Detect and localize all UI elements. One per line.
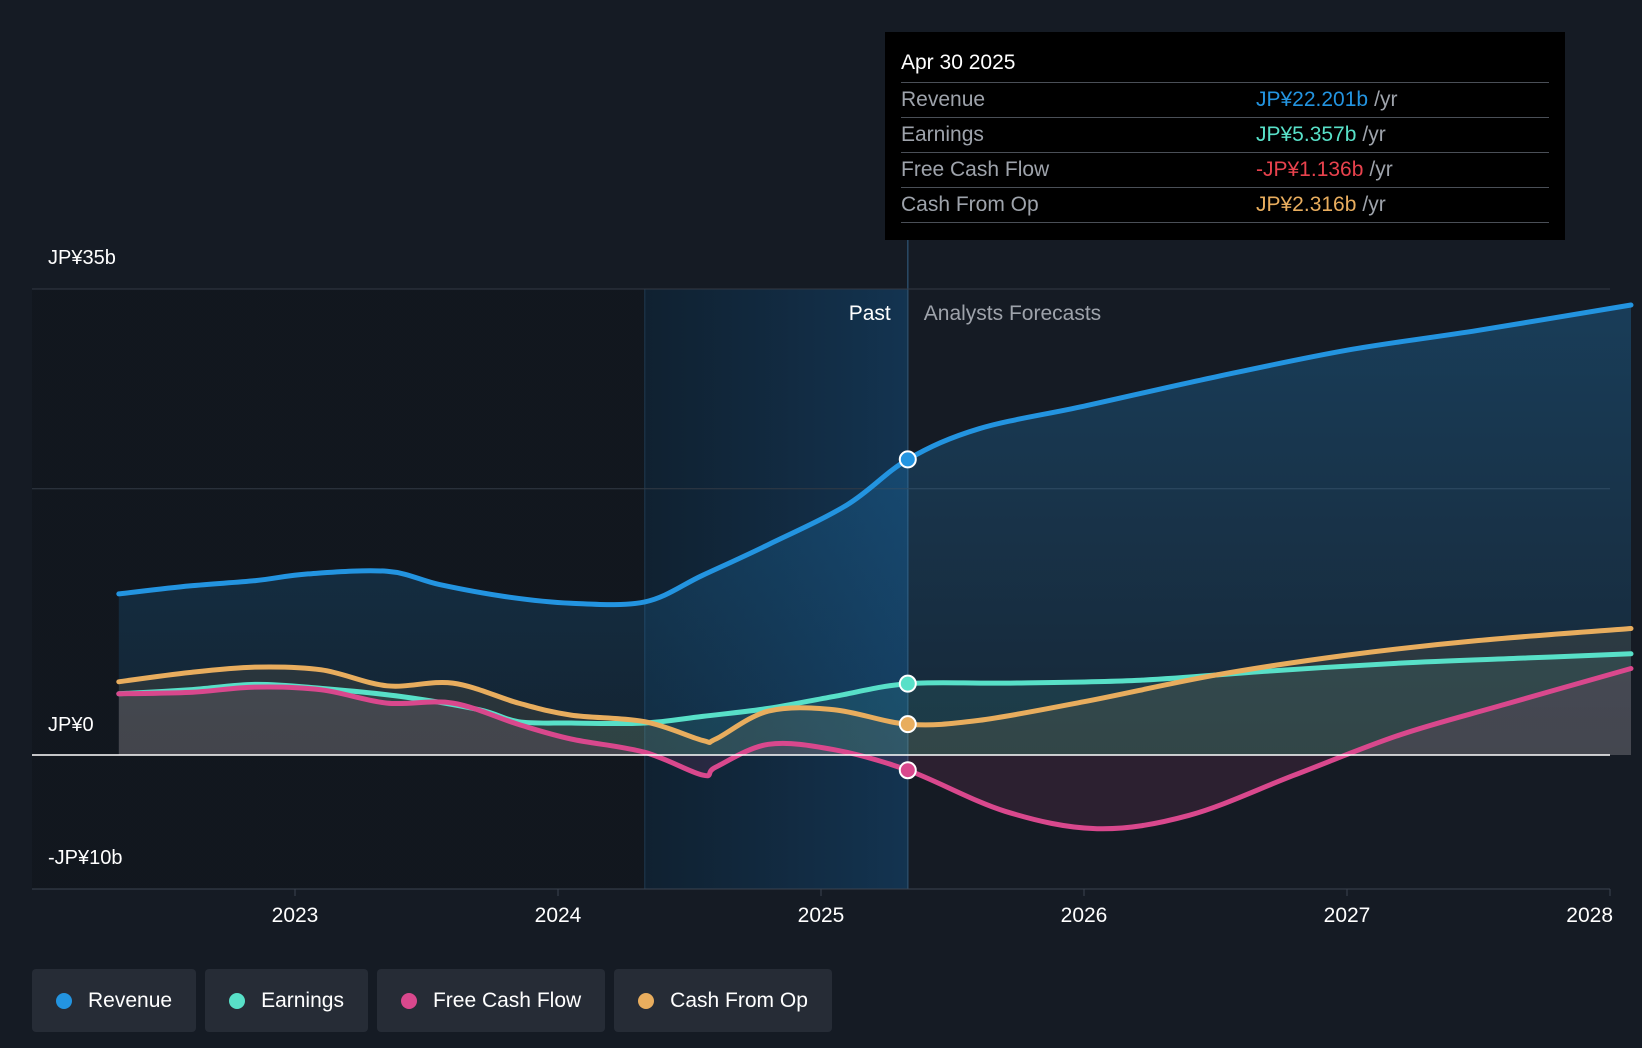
legend-label: Free Cash Flow	[432, 988, 582, 1012]
tooltip-row-unit: /yr	[1362, 193, 1386, 216]
tooltip-row-value: JP¥2.316b	[1256, 193, 1357, 216]
legend-label: Cash From Op	[670, 988, 808, 1012]
legend-dot-icon	[56, 992, 72, 1009]
tooltip-row-value: -JP¥1.136b	[1256, 158, 1364, 181]
tooltip-row-earnings: Earnings JP¥5.357b /yr	[901, 118, 1549, 153]
series-areas	[118, 305, 1631, 829]
tooltip-row-name: Free Cash Flow	[901, 158, 1050, 181]
tooltip-date: Apr 30 2025	[901, 46, 1549, 83]
legend-dot-icon	[400, 992, 417, 1009]
legend-item-free-cash-flow[interactable]: Free Cash Flow	[376, 969, 606, 1032]
series-markers	[898, 450, 917, 780]
line-free-cash-flow	[116, 666, 1634, 832]
x-tick-label: 2026	[1061, 904, 1108, 927]
x-tick-label: 2027	[1324, 904, 1371, 927]
legend-dot-icon	[229, 992, 246, 1009]
x-tick-label: 2028	[1566, 904, 1613, 927]
tooltip-row-unit: /yr	[1369, 158, 1393, 181]
area-earnings	[118, 653, 1631, 755]
tooltip-row-name: Earnings	[901, 123, 984, 146]
tooltip-row-unit: /yr	[1374, 88, 1398, 111]
tooltip-row-value: JP¥5.357b	[1256, 123, 1357, 146]
line-revenue	[116, 302, 1634, 608]
y-tick-label: JP¥35b	[48, 247, 116, 269]
legend-label: Earnings	[261, 988, 344, 1012]
area-cash-from-op	[118, 628, 1631, 755]
series-lines	[116, 302, 1634, 832]
legend-item-cash-from-op[interactable]: Cash From Op	[614, 969, 832, 1032]
tooltip-row-revenue: Revenue JP¥22.201b /yr	[901, 83, 1549, 118]
legend: Revenue Earnings Free Cash Flow Cash Fro…	[32, 969, 832, 1032]
y-tick-label: JP¥0	[48, 714, 94, 736]
x-tick-label: 2024	[535, 904, 582, 927]
tooltip-row-free-cash-flow: Free Cash Flow -JP¥1.136b /yr	[901, 153, 1549, 188]
line-cash-from-op	[116, 626, 1634, 746]
area-revenue	[118, 305, 1631, 755]
tooltip-row-unit: /yr	[1362, 123, 1386, 146]
legend-item-revenue[interactable]: Revenue	[32, 969, 197, 1032]
tooltip: Apr 30 2025 Revenue JP¥22.201b /yr Earni…	[885, 32, 1565, 240]
marker-cash-from-op	[898, 715, 917, 734]
tooltip-row-name: Revenue	[901, 88, 986, 111]
marker-free-cash-flow	[898, 761, 917, 780]
legend-dot-icon	[638, 992, 655, 1009]
axis-labels: JP¥35b JP¥0 -JP¥10b 2023 2024 2025 2026 2027 202…	[48, 247, 1613, 927]
tooltip-row-value: JP¥22.201b	[1256, 88, 1369, 111]
tooltip-row-name: Cash From Op	[901, 193, 1039, 216]
legend-label: Revenue	[88, 988, 173, 1012]
forecast-label: Analysts Forecasts	[924, 302, 1101, 325]
x-tick-label: 2023	[272, 904, 319, 927]
y-tick-label: -JP¥10b	[48, 847, 123, 869]
past-label: Past	[849, 302, 891, 325]
legend-item-earnings[interactable]: Earnings	[205, 969, 368, 1032]
x-tick-label: 2025	[798, 904, 845, 927]
marker-revenue	[898, 450, 917, 469]
tooltip-row-cash-from-op: Cash From Op JP¥2.316b /yr	[901, 188, 1549, 223]
marker-earnings	[898, 674, 917, 693]
area-free-cash-flow	[118, 668, 1631, 829]
